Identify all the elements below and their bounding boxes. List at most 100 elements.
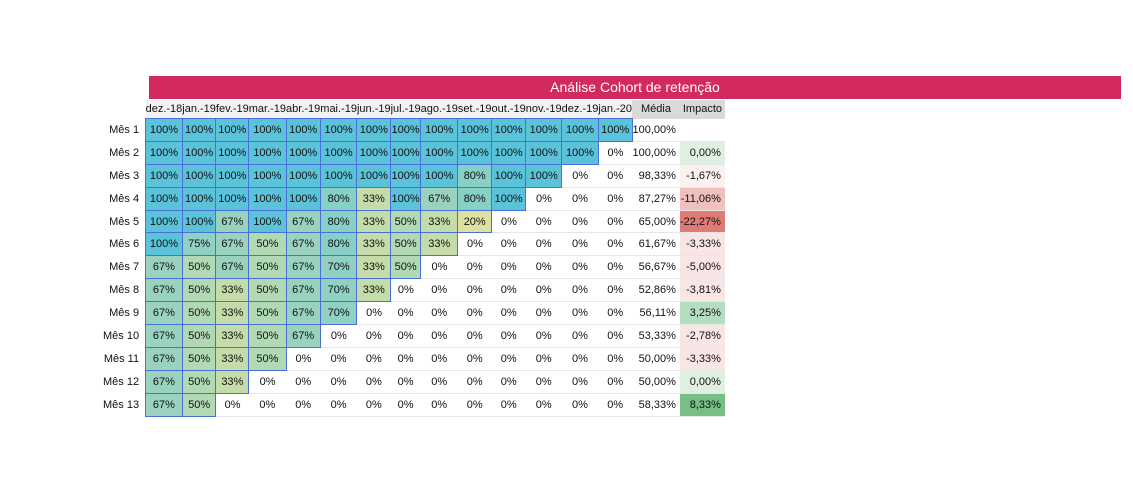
retention-cell[interactable]: 100% [457, 118, 493, 142]
retention-cell[interactable]: 67% [145, 369, 183, 394]
retention-cell[interactable]: 0% [561, 301, 599, 326]
retention-cell[interactable]: 0% [320, 347, 357, 371]
average-cell[interactable]: 56,67% [632, 255, 680, 280]
retention-cell[interactable]: 0% [390, 324, 421, 348]
retention-cell[interactable]: 100% [181, 209, 217, 234]
retention-cell[interactable]: 50% [390, 209, 422, 234]
retention-cell[interactable]: 0% [598, 347, 632, 371]
retention-cell[interactable]: 100% [181, 186, 217, 211]
row-label[interactable]: Mês 12 [103, 375, 140, 388]
impact-cell[interactable]: -1,67% [679, 164, 725, 188]
retention-cell[interactable]: 67% [215, 209, 250, 234]
row-label[interactable]: Mês 10 [103, 329, 140, 342]
retention-cell[interactable]: 100% [145, 140, 183, 165]
retention-cell[interactable]: 0% [420, 324, 458, 348]
retention-cell[interactable]: 0% [420, 370, 458, 394]
retention-cell[interactable]: 0% [561, 187, 599, 211]
row-label[interactable]: Mês 5 [109, 215, 140, 228]
retention-cell[interactable]: 0% [420, 255, 458, 280]
retention-cell[interactable]: 67% [285, 301, 321, 326]
retention-cell[interactable]: 100% [145, 209, 183, 234]
retention-cell[interactable]: 0% [525, 210, 562, 234]
retention-cell[interactable]: 0% [248, 393, 287, 417]
retention-cell[interactable]: 0% [598, 370, 632, 394]
retention-cell[interactable]: 100% [248, 163, 287, 188]
retention-cell[interactable]: 80% [457, 186, 493, 211]
retention-cell[interactable]: 100% [525, 163, 563, 188]
retention-cell[interactable]: 0% [457, 278, 492, 303]
retention-cell[interactable]: 0% [598, 255, 632, 280]
retention-cell[interactable]: 33% [215, 278, 250, 303]
average-cell[interactable]: 100,00% [632, 118, 680, 142]
retention-cell[interactable]: 100% [285, 163, 321, 188]
impact-cell[interactable] [679, 118, 725, 142]
retention-cell[interactable]: 0% [525, 393, 562, 417]
retention-cell[interactable]: 67% [145, 278, 183, 303]
retention-cell[interactable]: 0% [598, 210, 632, 234]
retention-cell[interactable]: 100% [390, 140, 422, 165]
retention-cell[interactable]: 80% [319, 232, 358, 257]
retention-cell[interactable]: 70% [319, 278, 358, 303]
retention-cell[interactable]: 0% [320, 370, 357, 394]
retention-cell[interactable]: 67% [145, 255, 183, 280]
retention-cell[interactable]: 0% [457, 393, 492, 417]
impact-cell[interactable]: -5,00% [679, 255, 725, 280]
row-label[interactable]: Mês 13 [103, 398, 140, 411]
retention-cell[interactable]: 50% [181, 278, 217, 303]
retention-cell[interactable]: 67% [285, 209, 321, 234]
retention-cell[interactable]: 67% [215, 255, 250, 280]
retention-cell[interactable]: 100% [285, 186, 321, 211]
retention-cell[interactable]: 100% [215, 118, 250, 142]
row-label[interactable]: Mês 7 [109, 261, 140, 274]
retention-cell[interactable]: 80% [457, 163, 493, 188]
retention-cell[interactable]: 100% [248, 118, 287, 142]
retention-cell[interactable]: 100% [420, 118, 459, 142]
retention-cell[interactable]: 100% [181, 118, 217, 142]
retention-cell[interactable]: 33% [215, 346, 250, 371]
retention-cell[interactable]: 0% [420, 347, 458, 371]
retention-cell[interactable]: 0% [286, 393, 321, 417]
retention-cell[interactable]: 50% [181, 301, 217, 326]
retention-cell[interactable]: 100% [491, 118, 527, 142]
impact-cell[interactable]: -3,81% [679, 278, 725, 303]
column-header[interactable]: dez.-19 [561, 100, 599, 119]
retention-cell[interactable]: 100% [525, 140, 563, 165]
retention-cell[interactable]: 0% [561, 210, 599, 234]
retention-cell[interactable]: 67% [285, 255, 321, 280]
retention-cell[interactable]: 33% [215, 324, 250, 348]
retention-cell[interactable]: 100% [597, 118, 633, 142]
retention-cell[interactable]: 50% [181, 255, 217, 280]
retention-cell[interactable]: 50% [181, 392, 217, 417]
impact-cell[interactable]: 0,00% [679, 370, 725, 394]
retention-cell[interactable]: 20% [457, 209, 493, 234]
retention-cell[interactable]: 67% [285, 232, 321, 257]
retention-cell[interactable]: 0% [491, 232, 526, 257]
retention-cell[interactable]: 50% [181, 346, 217, 371]
average-cell[interactable]: 53,33% [632, 324, 680, 348]
retention-cell[interactable]: 100% [215, 140, 250, 165]
retention-cell[interactable]: 0% [598, 393, 632, 417]
column-header[interactable]: jan.-20 [598, 100, 632, 119]
column-header[interactable]: jan.-19 [182, 100, 216, 119]
retention-cell[interactable]: 100% [215, 186, 250, 211]
impact-cell[interactable]: 0,00% [679, 141, 725, 165]
row-label[interactable]: Mês 1 [109, 123, 140, 136]
retention-cell[interactable]: 100% [248, 209, 287, 234]
impact-cell[interactable]: 3,25% [679, 301, 725, 326]
retention-cell[interactable]: 0% [561, 232, 599, 257]
retention-cell[interactable]: 67% [145, 346, 183, 371]
retention-cell[interactable]: 100% [491, 186, 527, 211]
retention-cell[interactable]: 50% [248, 232, 287, 257]
retention-cell[interactable]: 0% [457, 324, 492, 348]
column-header[interactable]: jul.-19 [390, 100, 421, 119]
retention-cell[interactable]: 50% [248, 278, 287, 303]
retention-cell[interactable]: 100% [319, 163, 358, 188]
average-cell[interactable]: 100,00% [632, 141, 680, 165]
average-cell[interactable]: 56,11% [632, 301, 680, 326]
retention-cell[interactable]: 100% [390, 163, 422, 188]
retention-cell[interactable]: 0% [457, 232, 492, 257]
retention-cell[interactable]: 0% [598, 278, 632, 303]
retention-cell[interactable]: 0% [286, 370, 321, 394]
retention-cell[interactable]: 100% [390, 186, 422, 211]
retention-cell[interactable]: 33% [420, 232, 459, 257]
